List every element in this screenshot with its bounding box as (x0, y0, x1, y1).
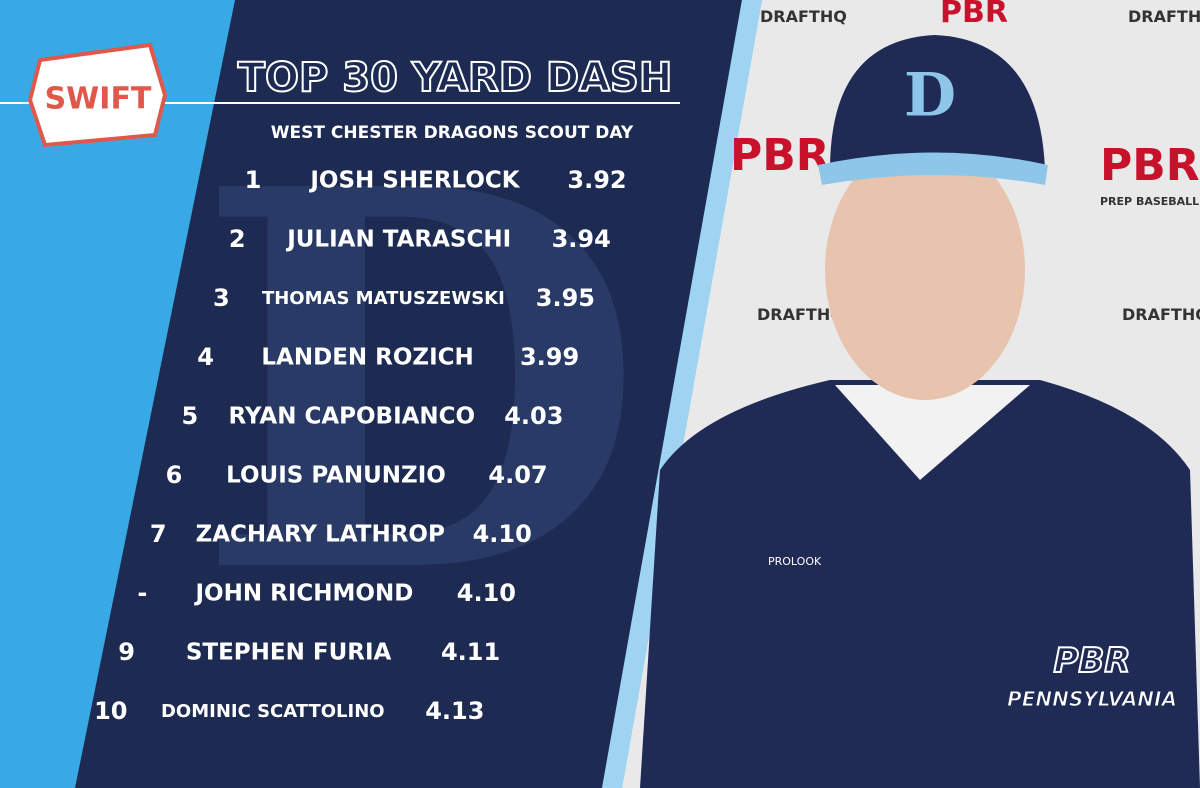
dash-time: 4.11 (441, 638, 500, 666)
backdrop-sub-brand: DRAFTHQ (1122, 305, 1200, 324)
dash-time: 3.92 (567, 166, 626, 194)
logo-text: SWIFT (45, 82, 152, 117)
rank: - (137, 579, 147, 607)
dash-time: 4.03 (504, 402, 563, 430)
rank: 5 (181, 402, 198, 430)
dash-time: 4.10 (457, 579, 516, 607)
leaderboard-row: 6 LOUIS PANUNZIO 4.07 (166, 461, 548, 489)
logo: SWIFT (27, 42, 168, 148)
leaderboard-row: 2 JULIAN TARASCHI 3.94 (229, 225, 611, 253)
player-name: THOMAS MATUSZEWSKI (262, 288, 505, 309)
rank: 3 (213, 284, 230, 312)
dash-time: 3.94 (552, 225, 611, 253)
jersey (640, 380, 1200, 788)
leaderboard-row: 10 DOMINIC SCATTOLINO 4.13 (94, 697, 484, 725)
rank: 1 (245, 166, 262, 194)
title: TOP 30 YARD DASH (238, 55, 673, 101)
player-name: DOMINIC SCATTOLINO (161, 701, 385, 722)
leaderboard-row: 1 JOSH SHERLOCK 3.92 (245, 166, 627, 194)
logo-badge (27, 42, 168, 148)
backdrop-brand: PBR (940, 0, 1008, 30)
player-name: JOSH SHERLOCK (308, 168, 520, 194)
backdrop-sub-brand: DRAFTHQ (1128, 7, 1200, 26)
leaderboard-row: 4 LANDEN ROZICH 3.99 (197, 343, 579, 371)
dash-time: 3.95 (536, 284, 595, 312)
backdrop-brand: PBR (1100, 140, 1200, 191)
rank: 10 (94, 697, 127, 725)
cap-logo: D (904, 61, 956, 131)
badge-region: PENNSYLVANIA (1007, 687, 1177, 711)
backdrop-brand: PBR (730, 130, 830, 181)
leaderboard: 1 JOSH SHERLOCK 3.92 2 JULIAN TARASCHI 3.94 3 T… (94, 166, 627, 725)
backdrop-tagline: PREP BASEBALL REPORT (1100, 195, 1200, 208)
region-badge: PBR PENNSYLVANIA (1007, 640, 1178, 712)
leaderboard-row: 9 STEPHEN FURIA 4.11 (118, 638, 500, 666)
subtitle: WEST CHESTER DRAGONS SCOUT DAY (271, 123, 634, 143)
rank: 4 (197, 343, 214, 371)
player-name: STEPHEN FURIA (186, 640, 392, 666)
dash-time: 4.10 (473, 520, 532, 548)
backdrop-logos: PBR PBR PREP BASEBALL REPORT PBR DRAFTHQ… (730, 0, 1200, 324)
cap (830, 35, 1045, 170)
leaderboard-row: - JOHN RICHMOND 4.10 (137, 579, 516, 607)
player-name: ZACHARY LATHROP (196, 522, 445, 548)
player-name: LANDEN ROZICH (261, 345, 473, 371)
dash-time: 3.99 (520, 343, 579, 371)
backdrop-sub-brand: DRAFTHQ (760, 7, 847, 26)
collar (835, 385, 1030, 480)
player-name: JOHN RICHMOND (194, 581, 414, 607)
dash-time: 4.13 (425, 697, 484, 725)
rank: 7 (150, 520, 167, 548)
rank: 2 (229, 225, 246, 253)
stripe (602, 0, 762, 788)
cap-brim (818, 152, 1048, 185)
player-name: JULIAN TARASCHI (285, 227, 511, 253)
navy-panel (75, 0, 742, 788)
watermark: D (195, 77, 646, 688)
face (825, 140, 1025, 400)
rank: 9 (118, 638, 135, 666)
leaderboard-row: 3 THOMAS MATUSZEWSKI 3.95 (213, 284, 595, 312)
jersey-maker: PROLOOK (768, 555, 822, 568)
leaderboard-row: 7 ZACHARY LATHROP 4.10 (150, 520, 532, 548)
player-name: RYAN CAPOBIANCO (228, 404, 475, 430)
player-name: LOUIS PANUNZIO (226, 463, 446, 489)
player: D PROLOOK (640, 35, 1200, 788)
rank: 6 (166, 461, 183, 489)
leaderboard-row: 5 RYAN CAPOBIANCO 4.03 (181, 402, 563, 430)
backdrop-sub-brand: DRAFTHQ (757, 305, 844, 324)
badge-brand: PBR (1053, 641, 1130, 681)
dash-time: 4.07 (488, 461, 547, 489)
